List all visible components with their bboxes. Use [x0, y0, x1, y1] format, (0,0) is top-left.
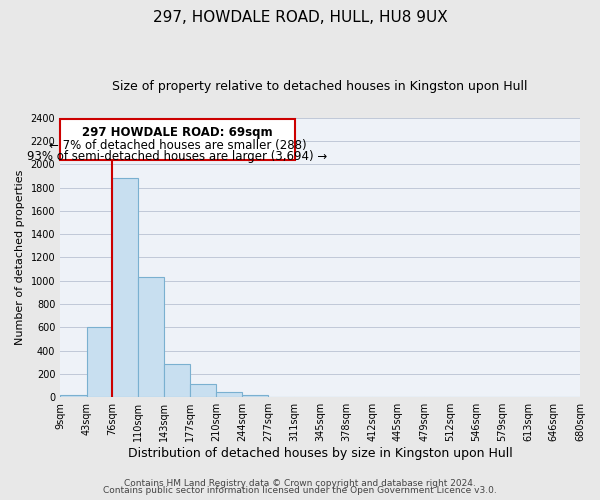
X-axis label: Distribution of detached houses by size in Kingston upon Hull: Distribution of detached houses by size … — [128, 447, 512, 460]
Bar — [60, 119, 295, 160]
Text: 297, HOWDALE ROAD, HULL, HU8 9UX: 297, HOWDALE ROAD, HULL, HU8 9UX — [152, 10, 448, 25]
Bar — [242, 395, 268, 397]
Bar — [164, 364, 190, 397]
Text: Contains public sector information licensed under the Open Government Licence v3: Contains public sector information licen… — [103, 486, 497, 495]
Y-axis label: Number of detached properties: Number of detached properties — [15, 170, 25, 345]
Text: ← 7% of detached houses are smaller (288): ← 7% of detached houses are smaller (288… — [49, 138, 307, 151]
Title: Size of property relative to detached houses in Kingston upon Hull: Size of property relative to detached ho… — [112, 80, 528, 93]
Text: 93% of semi-detached houses are larger (3,694) →: 93% of semi-detached houses are larger (… — [28, 150, 328, 164]
Bar — [190, 384, 216, 397]
Bar — [216, 392, 242, 397]
Bar — [139, 277, 164, 397]
Text: 297 HOWDALE ROAD: 69sqm: 297 HOWDALE ROAD: 69sqm — [82, 126, 273, 139]
Bar — [112, 178, 139, 397]
Text: Contains HM Land Registry data © Crown copyright and database right 2024.: Contains HM Land Registry data © Crown c… — [124, 478, 476, 488]
Bar — [86, 328, 112, 397]
Bar — [60, 395, 86, 397]
